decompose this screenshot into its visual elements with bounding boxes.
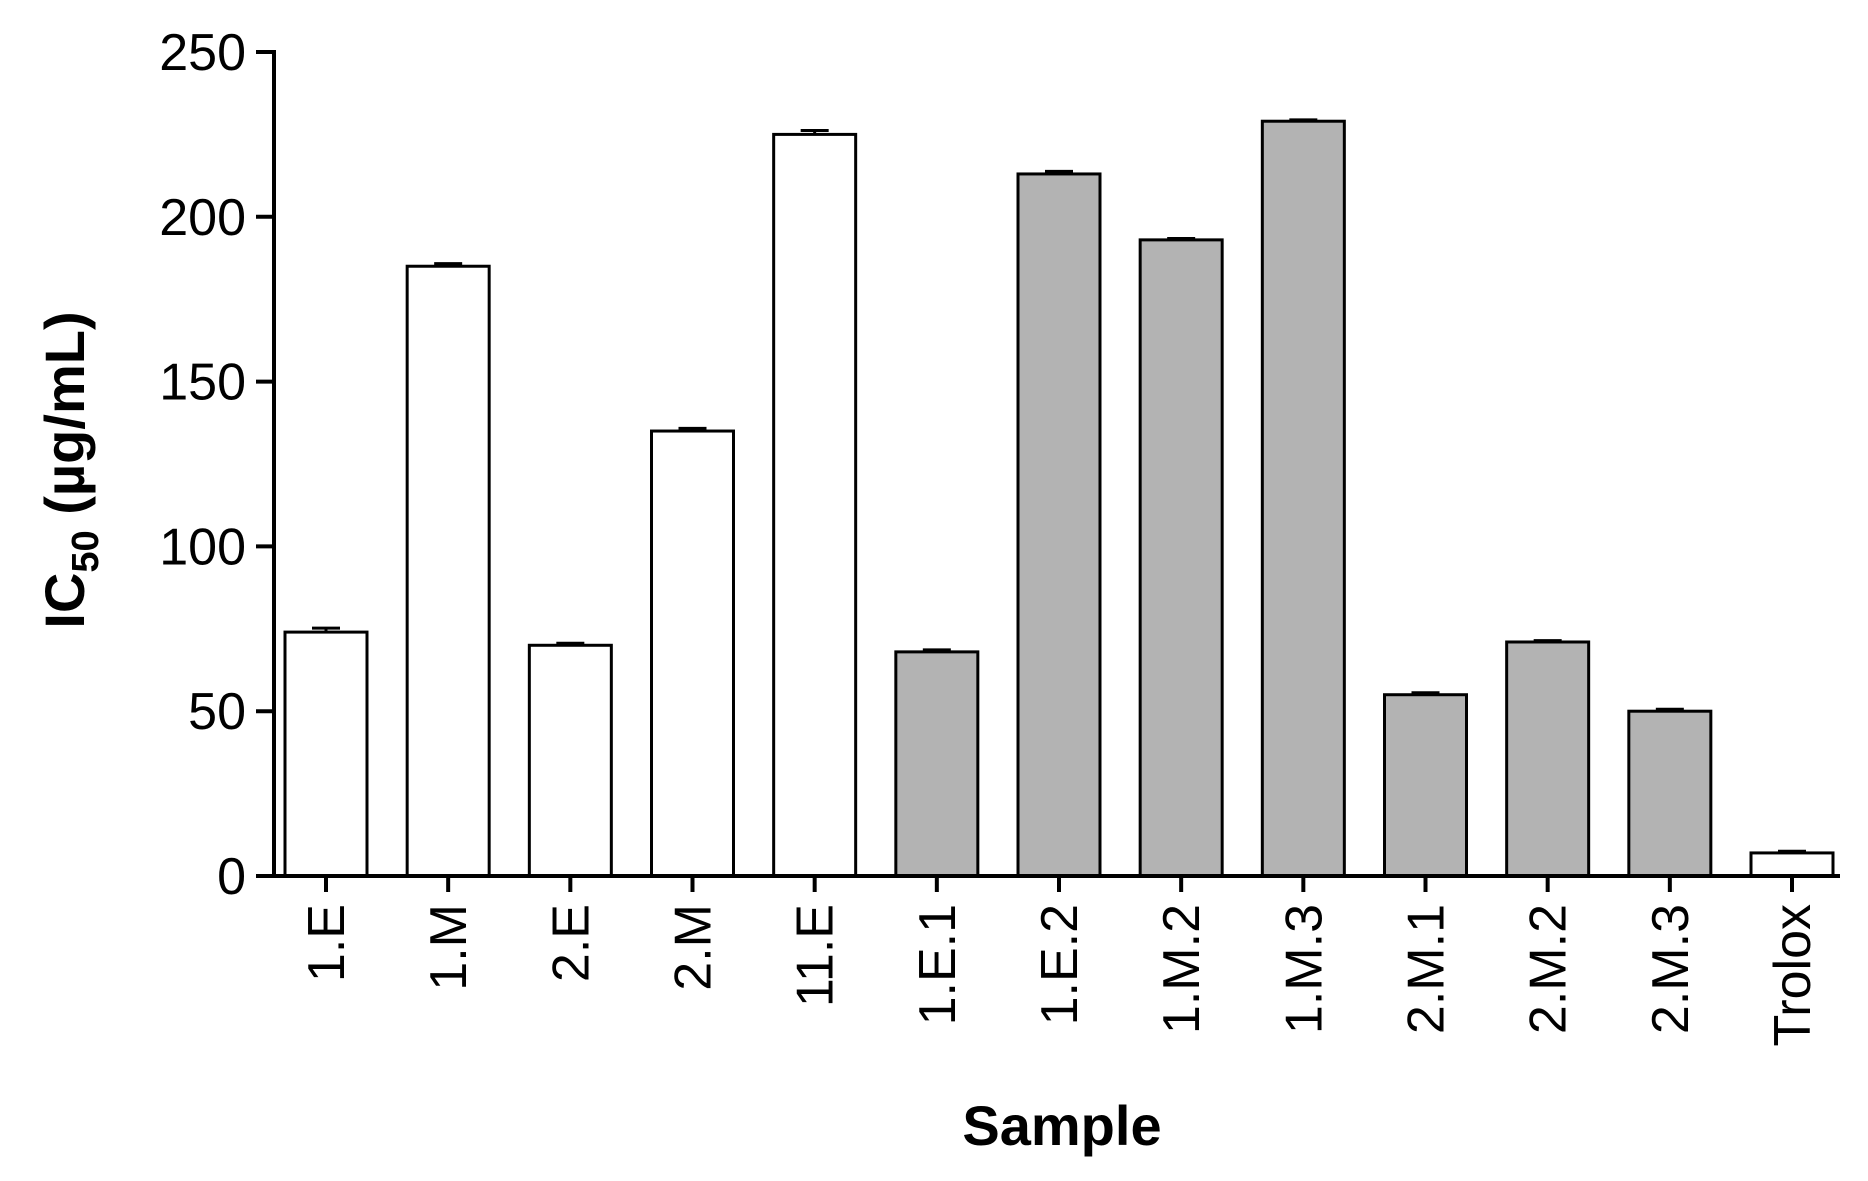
bar <box>527 643 613 878</box>
x-tick-label: 11.E <box>787 904 845 1007</box>
y-tick-label: 100 <box>159 518 246 576</box>
y-axis-title-main: IC <box>33 573 96 629</box>
bar <box>1383 693 1468 878</box>
bar <box>1016 172 1102 878</box>
x-tick-label: 1.E.2 <box>1031 904 1089 1025</box>
x-tick-label: 1.M <box>420 904 478 991</box>
error-bars-layer <box>312 118 1806 853</box>
x-tick-label: Trolox <box>1764 904 1822 1047</box>
y-tick-label: 50 <box>188 683 246 741</box>
bar <box>772 132 858 878</box>
bar <box>1505 640 1591 878</box>
y-tick-label: 200 <box>159 189 246 247</box>
x-tick-label: 2.M.3 <box>1642 904 1700 1034</box>
x-tick-label: 1.E.1 <box>909 904 967 1025</box>
bar <box>650 429 735 878</box>
y-axis-title-subscript: 50 <box>65 530 107 572</box>
x-tick-label: 2.M.1 <box>1398 904 1456 1034</box>
x-tick-label: 2.E <box>542 904 600 982</box>
bar <box>405 264 491 878</box>
x-tick-label: 1.M.3 <box>1275 904 1333 1034</box>
bar <box>1260 119 1346 878</box>
bar <box>1627 709 1713 878</box>
bar <box>894 650 980 878</box>
x-ticks-layer: 1.E 1.M 2.E 2.M 11.E 1.E.1 1.E.2 1.M.2 1.M.3 2.M.… <box>298 876 1822 1047</box>
y-ticks-layer: 0 50 100 150 200 250 <box>159 24 274 906</box>
y-axis-title: IC50 (µg/mL) <box>33 311 107 628</box>
bars-layer <box>283 119 1835 878</box>
x-tick-label: 2.M.2 <box>1520 904 1578 1034</box>
x-tick-label: 1.M.2 <box>1153 904 1211 1034</box>
x-tick-label: 2.M <box>665 904 723 991</box>
y-tick-label: 0 <box>217 848 246 906</box>
bar <box>283 630 369 878</box>
y-tick-label: 150 <box>159 354 246 412</box>
y-axis-title-unit: (µg/mL) <box>33 311 96 530</box>
x-axis-title: Sample <box>962 1094 1161 1157</box>
axes-layer <box>272 50 1840 878</box>
x-tick-label: 1.E <box>298 904 356 982</box>
bar <box>1138 238 1224 878</box>
y-tick-label: 250 <box>159 24 246 82</box>
bar <box>1749 851 1835 878</box>
